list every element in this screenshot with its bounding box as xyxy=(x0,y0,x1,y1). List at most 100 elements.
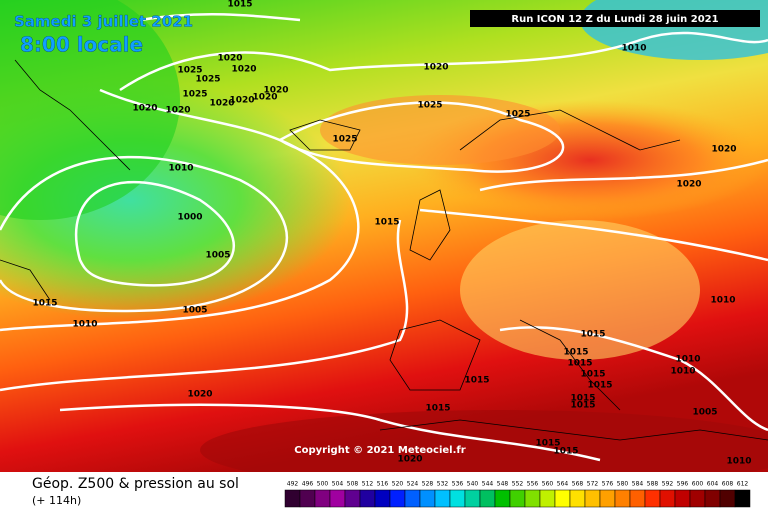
legend-swatch xyxy=(599,489,616,508)
legend-tick-label: 572 xyxy=(587,481,599,488)
legend-swatch xyxy=(299,489,316,508)
legend-swatch xyxy=(434,489,451,508)
isobar-label: 1010 xyxy=(675,355,700,365)
legend-swatch xyxy=(554,489,571,508)
isobar-label: 1020 xyxy=(209,99,234,109)
isobar-label: 1020 xyxy=(263,86,288,96)
legend-swatch xyxy=(314,489,331,508)
legend-swatch xyxy=(569,489,586,508)
isobar-label: 1020 xyxy=(676,180,701,190)
isobar-label: 1005 xyxy=(692,408,717,418)
legend-swatch xyxy=(494,489,511,508)
legend-swatch xyxy=(659,489,676,508)
legend-swatch xyxy=(509,489,526,508)
footer-lead: (+ 114h) xyxy=(32,494,81,507)
legend-swatch xyxy=(629,489,646,508)
isobar-label: 1020 xyxy=(132,104,157,114)
run-box xyxy=(470,10,760,27)
isobar-label: 1015 xyxy=(570,394,595,404)
legend-tick-label: 512 xyxy=(362,481,374,488)
isobar-label: 1015 xyxy=(535,439,560,449)
legend-tick-label: 580 xyxy=(617,481,629,488)
legend-tick-label: 596 xyxy=(677,481,689,488)
legend-tick-label: 568 xyxy=(572,481,584,488)
legend-tick-label: 520 xyxy=(392,481,404,488)
isobar-label: 1005 xyxy=(182,306,207,316)
isobar-label: 1010 xyxy=(710,296,735,306)
isobar-label: 1015 xyxy=(587,381,612,391)
legend-tick-label: 608 xyxy=(722,481,734,488)
isobar-label: 1015 xyxy=(580,370,605,380)
isobar-label: 1000 xyxy=(177,213,202,223)
isobar-label: 1020 xyxy=(231,65,256,75)
legend-swatch xyxy=(404,489,421,508)
isobar-label: 1010 xyxy=(168,164,193,174)
legend-tick-label: 560 xyxy=(542,481,554,488)
isobar-label: 1015 xyxy=(570,401,595,411)
isobar-label: 1025 xyxy=(332,135,357,145)
legend-tick-label: 556 xyxy=(527,481,539,488)
isobar-label: 1010 xyxy=(72,320,97,330)
isobar-label: 1010 xyxy=(621,44,646,54)
legend-tick-label: 524 xyxy=(407,481,419,488)
legend-tick-label: 492 xyxy=(287,481,299,488)
legend-swatch xyxy=(734,489,751,508)
legend-tick-label: 500 xyxy=(317,481,329,488)
date: Samedi 3 juillet 2021 xyxy=(14,13,193,31)
legend-tick-label: 544 xyxy=(482,481,494,488)
legend-swatch xyxy=(464,489,481,508)
isobar-label: 1025 xyxy=(177,66,202,76)
isobar-label: 1020 xyxy=(229,96,254,106)
legend-tick-label: 532 xyxy=(437,481,449,488)
legend-swatch xyxy=(344,489,361,508)
isobar-label: 1025 xyxy=(182,90,207,100)
isobar-label: 1020 xyxy=(397,455,422,465)
isobar-label: 1005 xyxy=(205,251,230,261)
isobar-label: 1020 xyxy=(165,106,190,116)
footer-title: Géop. Z500 & pression au sol xyxy=(32,476,239,492)
legend-swatch xyxy=(524,489,541,508)
legend-swatch xyxy=(689,489,706,508)
legend-swatch xyxy=(644,489,661,508)
legend-swatch xyxy=(329,489,346,508)
legend-tick-label: 496 xyxy=(302,481,314,488)
isobar-label: 1020 xyxy=(217,54,242,64)
isobar-label: 1015 xyxy=(553,447,578,457)
legend-swatch xyxy=(719,489,736,508)
legend-swatch xyxy=(674,489,691,508)
legend-tick-label: 592 xyxy=(662,481,674,488)
legend-swatch xyxy=(449,489,466,508)
isobar-label: 1020 xyxy=(423,63,448,73)
legend-tick-label: 564 xyxy=(557,481,569,488)
color-legend: 492 496 500 504 508 512 516 520 524 528 532 536 540 5… xyxy=(284,481,751,508)
isobar-label: 1015 xyxy=(464,376,489,386)
legend-swatch xyxy=(359,489,376,508)
legend-tick-label: 540 xyxy=(467,481,479,488)
legend-tick-label: 584 xyxy=(632,481,644,488)
run-info: Run ICON 12 Z du Lundi 28 juin 2021 xyxy=(511,14,718,25)
legend-swatch xyxy=(539,489,556,508)
isobar-label: 1010 xyxy=(726,457,751,467)
legend-tick-label: 604 xyxy=(707,481,719,488)
legend-tick-label: 600 xyxy=(692,481,704,488)
isobar-label: 1015 xyxy=(227,0,252,10)
legend-tick-label: 516 xyxy=(377,481,389,488)
isobar-label: 1015 xyxy=(32,299,57,309)
isobar-label: 1015 xyxy=(580,330,605,340)
isobar-label: 1010 xyxy=(670,367,695,377)
coastlines xyxy=(0,59,768,441)
legend-swatch xyxy=(704,489,721,508)
legend-tick-label: 588 xyxy=(647,481,659,488)
isobar-label: 1025 xyxy=(505,110,530,120)
time: 8:00 locale xyxy=(20,33,143,57)
map-field xyxy=(0,0,768,490)
isobar-label: 1015 xyxy=(374,218,399,228)
isobar-label: 1015 xyxy=(425,404,450,414)
isobar-labels: 1015102010251025102010201025102010201020… xyxy=(32,0,751,467)
legend-swatch xyxy=(614,489,631,508)
isobar-label: 1015 xyxy=(563,348,588,358)
legend-swatch xyxy=(389,489,406,508)
isobar-label: 1020 xyxy=(711,145,736,155)
